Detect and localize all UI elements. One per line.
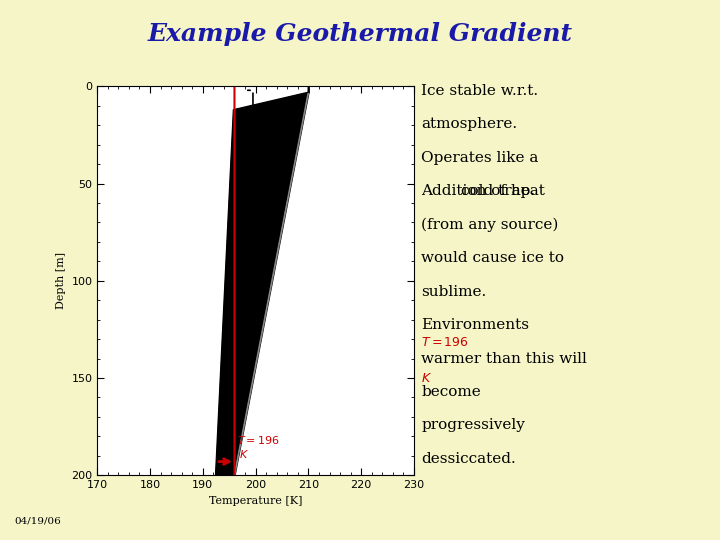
Text: warmer than this will: warmer than this will xyxy=(421,352,587,366)
Text: Operates like a: Operates like a xyxy=(421,151,539,165)
X-axis label: Temperature [K]: Temperature [K] xyxy=(209,496,302,505)
Text: (from any source): (from any source) xyxy=(421,218,559,232)
Text: sublime.: sublime. xyxy=(421,285,487,299)
Text: Example Geothermal Gradient: Example Geothermal Gradient xyxy=(148,22,572,45)
Text: atmosphere.: atmosphere. xyxy=(421,117,518,131)
Text: cold trap.: cold trap. xyxy=(461,184,535,198)
Text: $T = 196$: $T = 196$ xyxy=(421,336,469,349)
Text: Environments: Environments xyxy=(421,318,529,332)
Text: would cause ice to: would cause ice to xyxy=(421,251,564,265)
Text: dessiccated.: dessiccated. xyxy=(421,452,516,466)
Text: Ice stable w.r.t.: Ice stable w.r.t. xyxy=(421,84,539,98)
Text: progressively: progressively xyxy=(421,418,525,433)
Text: Addition of heat: Addition of heat xyxy=(421,184,545,198)
Text: $T = 196$: $T = 196$ xyxy=(237,434,280,446)
Text: $K$: $K$ xyxy=(421,372,432,384)
Text: become: become xyxy=(421,385,481,399)
Y-axis label: Depth [m]: Depth [m] xyxy=(55,252,66,309)
Text: $K$: $K$ xyxy=(239,448,248,460)
Text: 04/19/06: 04/19/06 xyxy=(14,517,61,526)
